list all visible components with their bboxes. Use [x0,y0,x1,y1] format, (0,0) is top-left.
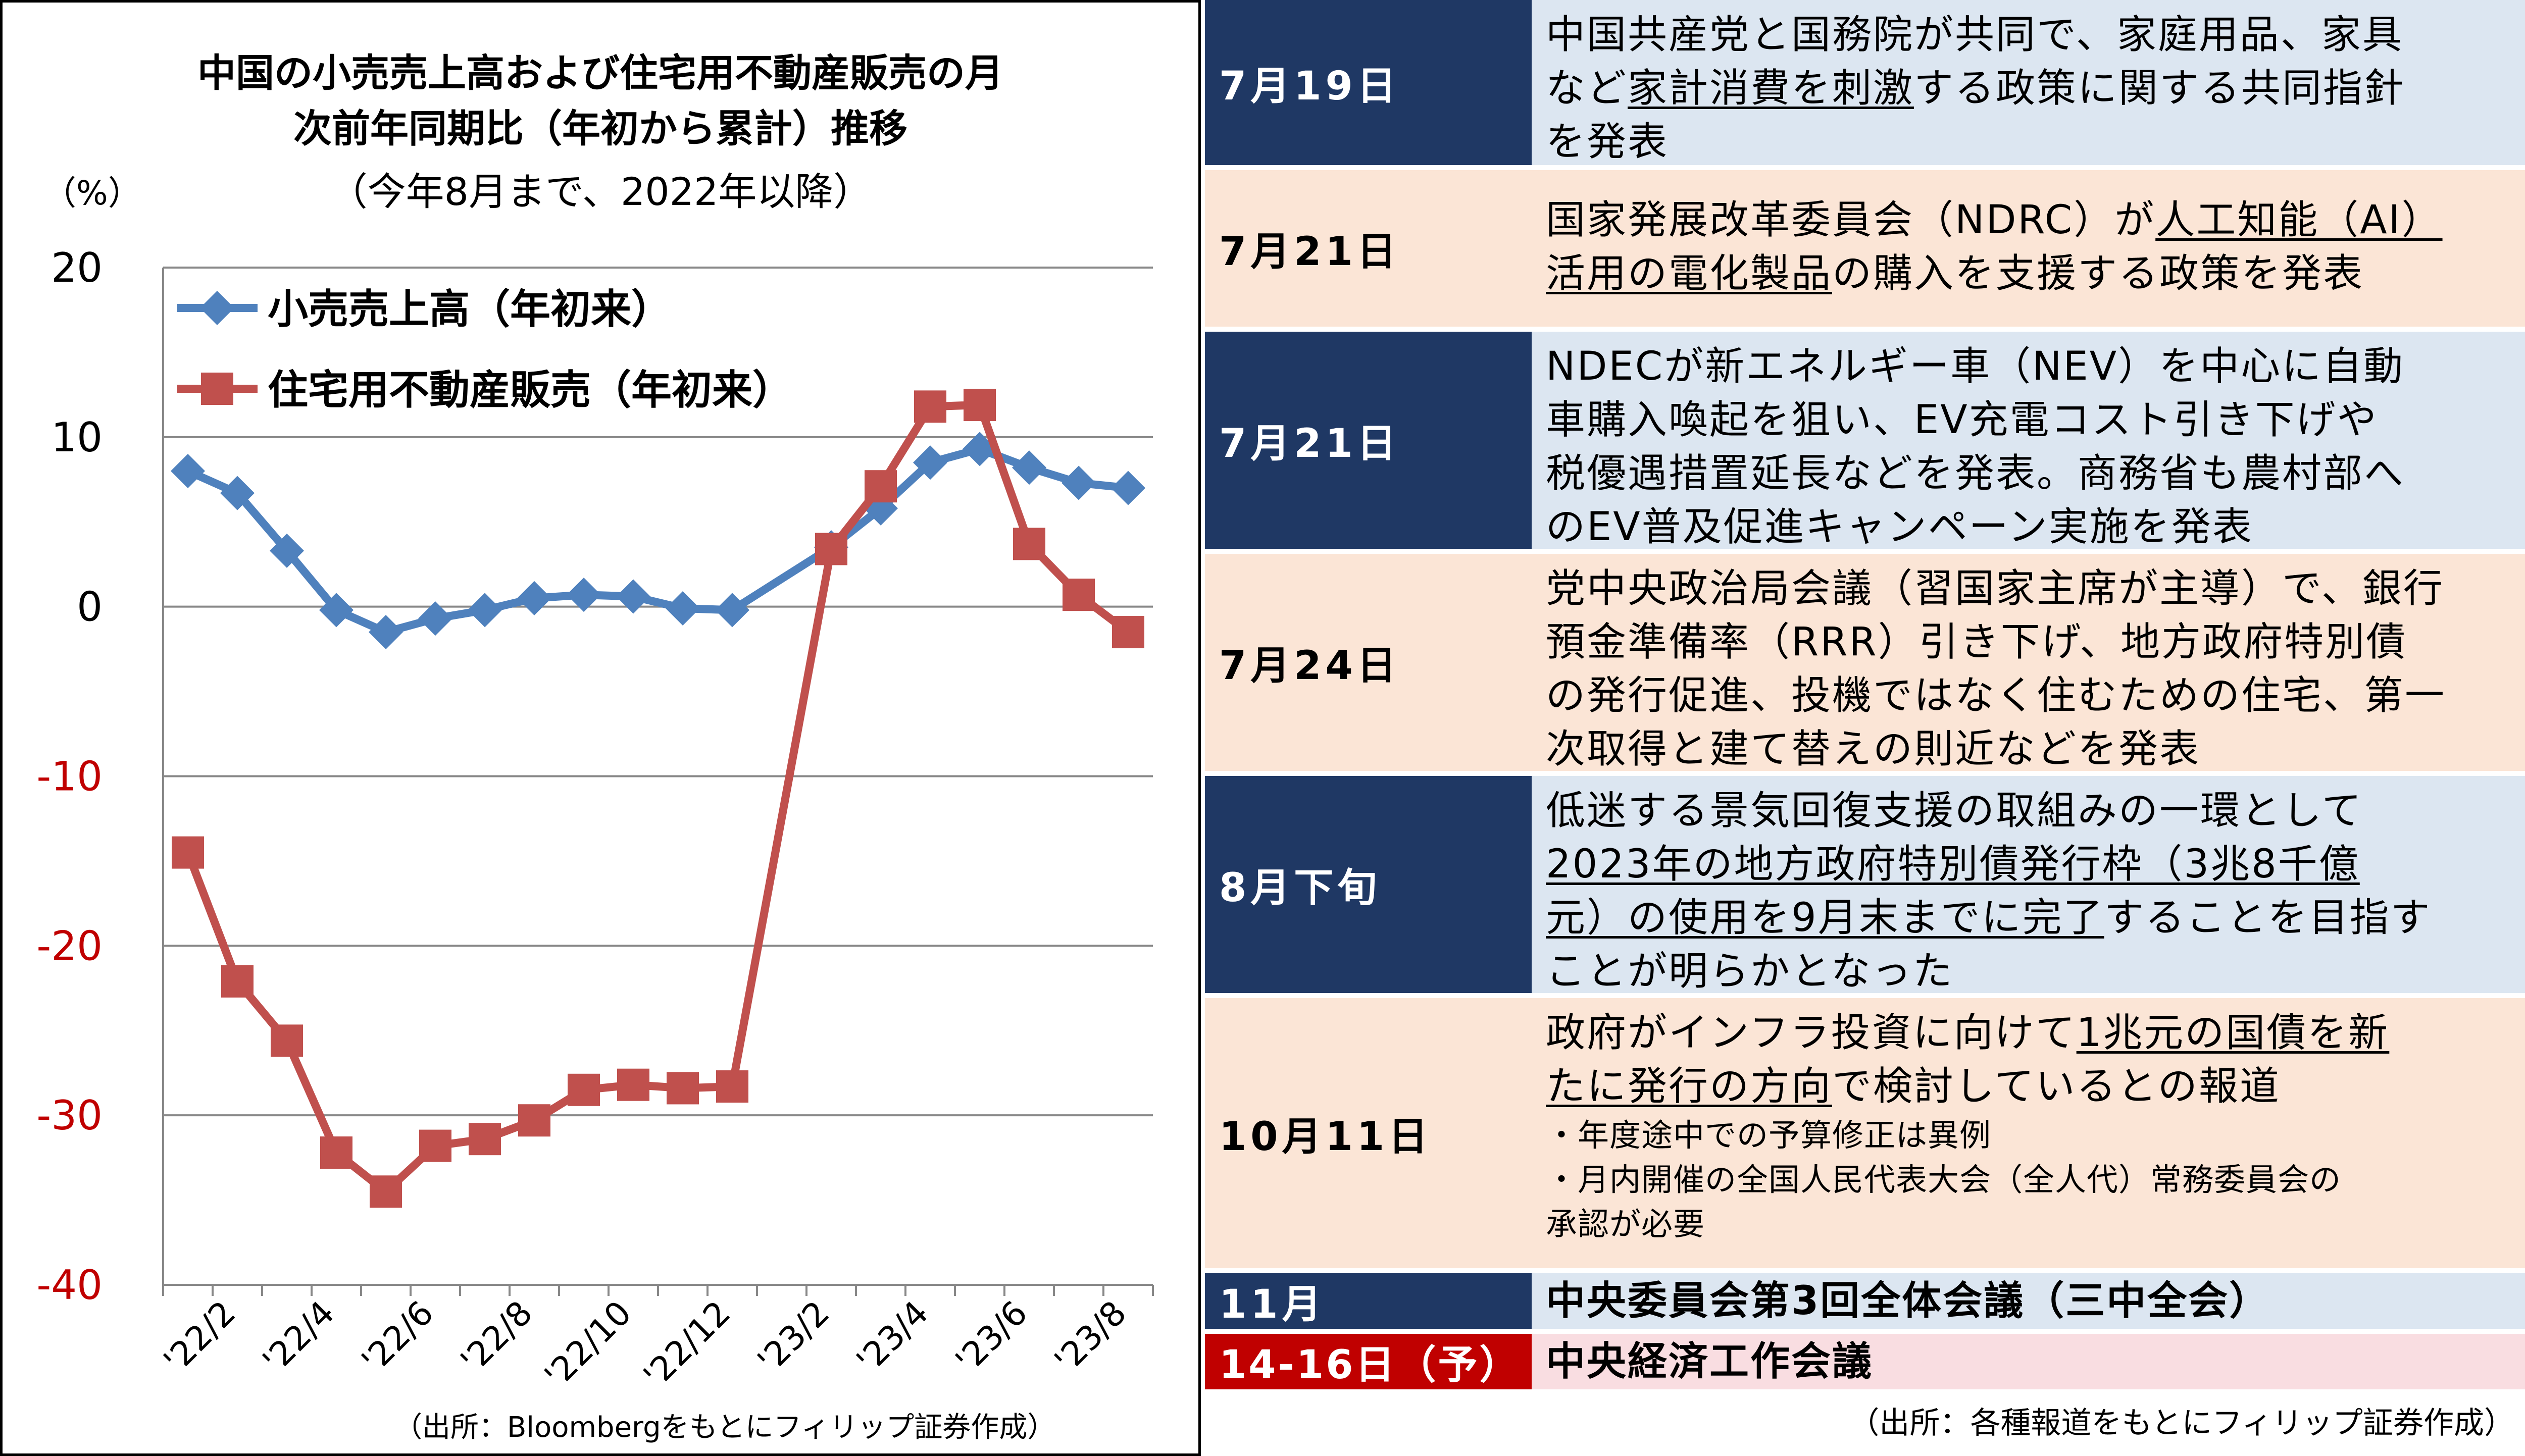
events-table: 7月19日 中国共産党と国務院が共同で、家庭用品、家具 など家計消費を刺激する政… [1205,0,2525,1456]
legend-marker [201,373,233,405]
data-point [616,579,650,614]
data-point [914,390,946,423]
table-row: 7月24日 党中央政治局会議（習国家主席が主導）で、銀行 預金準備率（RRR）引… [1205,554,2525,772]
row-description: 党中央政治局会議（習国家主席が主導）で、銀行 預金準備率（RRR）引き下げ、地方… [1532,554,2525,772]
data-point [964,389,996,422]
legend-label: 小売売上高（年初来） [268,286,672,333]
x-tick-label: '22/6 [354,1293,441,1380]
data-point [715,593,749,628]
row-date: 11月 [1205,1273,1532,1329]
x-tick-label: '22/8 [453,1293,540,1380]
x-tick-label: '23/6 [948,1293,1035,1380]
data-point [418,601,452,636]
y-axis-label: （%） [43,174,141,213]
x-tick-label: '22/4 [255,1293,342,1380]
data-point [567,578,601,612]
row-description: 中央経済工作会議 [1532,1334,2525,1389]
table-row: 7月21日 国家発展改革委員会（NDRC）が人工知能（AI） 活用の電化製品の購… [1205,170,2525,327]
row-description: 中央委員会第3回全体会議（三中全会） [1532,1273,2525,1329]
y-tick-label: -40 [36,1262,103,1309]
row-date: 8月下旬 [1205,776,1532,993]
data-point [469,1123,501,1156]
row-date: 7月21日 [1205,332,1532,549]
y-tick-label: 10 [51,414,103,461]
data-point [517,581,551,615]
y-tick-label: -20 [36,922,103,969]
data-point [419,1129,451,1162]
data-point [815,533,847,565]
legend-label: 住宅用不動産販売（年初来） [268,367,793,413]
table-row: 14-16日（予） 中央経済工作会議 [1205,1334,2525,1389]
chart-title: 中国の小売売上高および住宅用不動産販売の月 次前年同期比（年初から累計）推移 [197,50,1003,151]
data-point [370,1175,402,1208]
table-row: 7月21日 NDECが新エネルギー車（NEV）を中心に自動 車購入喚起を狙い、E… [1205,332,2525,550]
data-point [716,1070,748,1103]
table-row: 11月 中央委員会第3回全体会議（三中全会） [1205,1273,2525,1329]
row-date: 14-16日（予） [1205,1334,1532,1389]
data-point [1063,579,1095,611]
table-row: 8月下旬 低迷する景気回復支援の取組みの一環として 2023年の地方政府特別債発… [1205,776,2525,994]
row-date: 7月24日 [1205,554,1532,771]
data-point [865,470,897,503]
legend-marker [200,291,234,325]
x-tick-label: '23/2 [750,1293,837,1380]
y-tick-label: -30 [36,1092,103,1139]
data-point [369,615,403,650]
y-tick-label: -10 [36,753,103,800]
data-point [221,965,254,998]
chart-plot: 20 10 0 -10 -20 -30 -40 （%） '22/2'22/4'22/6'22/8… [36,174,1154,1395]
row-description: NDECが新エネルギー車（NEV）を中心に自動 車購入喚起を狙い、EV充電コスト… [1532,332,2525,550]
y-tick-label: 0 [77,584,103,631]
x-tick-label: '22/12 [636,1293,738,1395]
data-point [617,1068,649,1101]
data-point [1062,465,1096,500]
data-point [271,1024,303,1057]
x-tick-label: '23/8 [1047,1293,1134,1380]
data-point [270,533,304,568]
data-point [667,1072,699,1105]
table-row: 7月19日 中国共産党と国務院が共同で、家庭用品、家具 など家計消費を刺激する政… [1205,0,2525,165]
table-source: （出所：各種報道をもとにフィリップ証券作成） [1849,1406,2514,1441]
data-point [1012,450,1046,485]
data-point [913,445,947,480]
x-tick-label: '22/2 [156,1293,243,1380]
data-point [320,1136,352,1169]
chart-panel: 20 10 0 -10 -20 -30 -40 （%） '22/2'22/4'22/6'22/8… [0,0,1201,1456]
data-point [666,591,700,626]
data-point [1112,616,1144,649]
x-tick-label: '23/4 [849,1293,936,1380]
chart-source: （出所：Bloombergをもとにフィリップ証券作成） [394,1411,1056,1444]
row-date: 10月11日 [1205,998,1532,1268]
data-point [220,476,255,510]
row-description: 中国共産党と国務院が共同で、家庭用品、家具 など家計消費を刺激する政策に関する共… [1532,0,2525,165]
x-tick-label: '22/10 [537,1293,639,1395]
row-date: 7月21日 [1205,170,1532,327]
data-point [1111,471,1145,505]
row-description: 政府がインフラ投資に向けて1兆元の国債を新 たに発行の方向で検討しているとの報道… [1532,998,2525,1268]
data-point [468,593,502,628]
data-point [171,454,205,488]
row-description: 国家発展改革委員会（NDRC）が人工知能（AI） 活用の電化製品の購入を支援する… [1532,170,2525,327]
row-description: 低迷する景気回復支援の取組みの一環として 2023年の地方政府特別債発行枠（3兆… [1532,776,2525,994]
data-point [172,836,204,869]
table-row: 10月11日 政府がインフラ投資に向けて1兆元の国債を新 たに発行の方向で検討し… [1205,998,2525,1268]
chart-subtitle: （今年8月まで、2022年以降） [329,169,872,214]
row-date: 7月19日 [1205,0,1532,165]
series-line [184,401,1131,1196]
data-point [568,1073,600,1106]
data-point [518,1104,550,1137]
data-point [319,593,354,628]
y-tick-label: 20 [51,244,103,291]
data-point [1013,528,1045,560]
